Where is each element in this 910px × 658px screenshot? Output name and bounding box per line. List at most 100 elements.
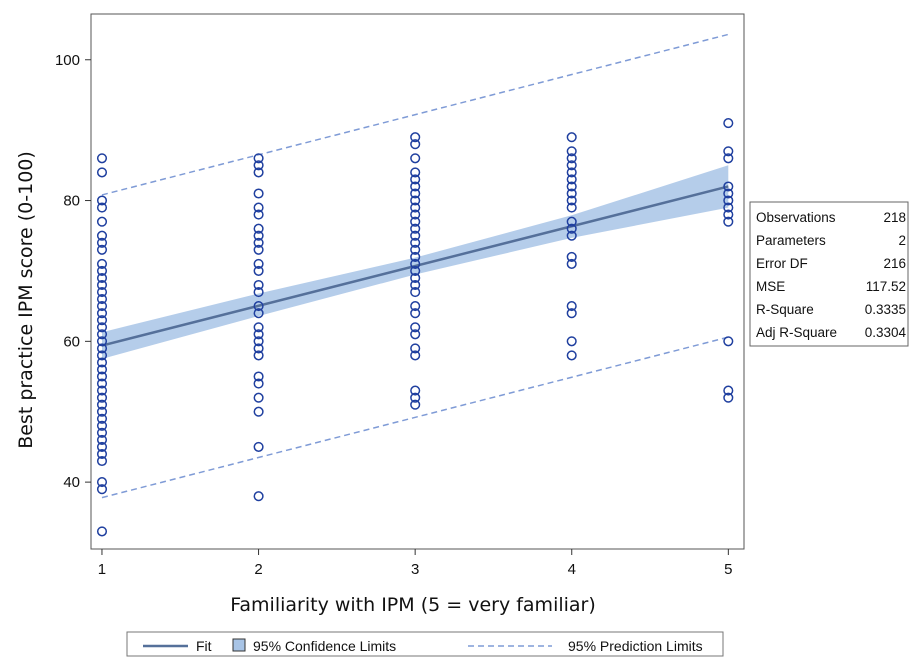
data-point (96, 336, 108, 347)
axes: 1 2 3 4 5 40 60 80 100 (55, 13, 745, 578)
x-tick-label: 1 (98, 561, 106, 578)
fit-statistics-table: Observations 218 Parameters 2 Error DF 216 MSE… (749, 201, 909, 347)
data-point (96, 526, 108, 537)
data-point (723, 385, 734, 396)
stats-table-border (749, 201, 909, 347)
data-point (253, 265, 264, 276)
data-point (566, 202, 577, 213)
data-point (253, 392, 264, 403)
data-point (253, 258, 264, 269)
data-point (410, 265, 421, 276)
data-point (96, 202, 108, 213)
data-point (723, 202, 734, 213)
data-point (566, 216, 577, 227)
data-point (410, 132, 421, 143)
data-point (566, 308, 577, 319)
data-point (410, 209, 421, 220)
data-point (96, 167, 108, 178)
y-axis-title: Best practice IPM score (0-100) (15, 151, 37, 449)
data-point (566, 188, 577, 199)
data-point (96, 294, 108, 305)
legend-label-prediction: 95% Prediction Limits (568, 638, 703, 654)
data-point (410, 272, 421, 284)
data-point (566, 153, 577, 164)
data-point (566, 195, 577, 206)
data-point (96, 484, 108, 495)
legend: Fit 95% Confidence Limits 95% Prediction L… (126, 631, 724, 657)
data-point (253, 153, 264, 164)
data-point (253, 223, 264, 234)
stat-value: 117.52 (866, 279, 906, 294)
data-point (566, 132, 577, 143)
data-point (410, 287, 421, 298)
data-point (410, 139, 421, 150)
data-point (96, 272, 108, 284)
data-point (410, 392, 421, 403)
data-point (723, 188, 734, 199)
data-point (96, 287, 108, 298)
data-point (96, 371, 108, 382)
stat-value: 216 (883, 256, 906, 271)
data-point (96, 315, 108, 326)
data-point (410, 329, 421, 340)
data-point (253, 237, 264, 248)
data-point (253, 308, 264, 319)
data-point (410, 174, 421, 185)
data-point (96, 420, 108, 431)
data-point (253, 230, 264, 241)
data-point (253, 160, 264, 171)
y-tick-label: 40 (63, 474, 80, 491)
x-tick-label: 3 (411, 561, 419, 578)
data-point (410, 188, 421, 199)
y-tick-label: 80 (63, 193, 80, 210)
legend-swatch-confidence (232, 638, 246, 652)
data-point (723, 118, 734, 129)
data-point (253, 406, 264, 417)
y-tick-label: 100 (55, 52, 80, 69)
data-point (253, 287, 264, 298)
stat-label: Adj R-Square (756, 325, 837, 340)
stat-value: 2 (898, 233, 906, 248)
stat-value: 218 (883, 210, 906, 225)
data-point (96, 477, 108, 488)
data-point (96, 343, 108, 354)
stat-label: R-Square (756, 302, 814, 317)
data-point (96, 441, 108, 452)
x-tick-label: 2 (254, 561, 262, 578)
data-point (96, 258, 108, 269)
data-point (566, 146, 577, 157)
data-point (723, 209, 734, 220)
data-point (410, 301, 421, 312)
data-point (253, 301, 264, 312)
data-point (410, 216, 421, 227)
data-point (410, 308, 421, 319)
data-point (96, 153, 108, 164)
data-point (410, 244, 421, 255)
stat-value: 0.3335 (865, 302, 906, 317)
data-point (253, 329, 264, 340)
data-point (96, 385, 108, 396)
data-point (566, 181, 577, 192)
x-tick-label: 5 (724, 561, 732, 578)
data-point (253, 167, 264, 178)
data-point (723, 181, 734, 192)
data-point (566, 167, 577, 178)
data-point (253, 279, 264, 291)
data-point (96, 216, 108, 227)
data-point (410, 350, 421, 361)
data-point (96, 413, 108, 424)
data-point (253, 209, 264, 220)
y-tick-label: 60 (63, 333, 80, 350)
stat-label: Parameters (756, 233, 826, 248)
data-point (253, 378, 264, 389)
plot-frame (90, 13, 745, 550)
data-point (96, 308, 108, 319)
data-point (96, 448, 108, 460)
stat-label: Observations (756, 210, 836, 225)
data-point (96, 392, 108, 403)
data-point (96, 237, 108, 248)
legend-label-confidence: 95% Confidence Limits (253, 638, 396, 654)
data-point (96, 230, 108, 241)
data-point (96, 350, 108, 361)
data-point (253, 336, 264, 347)
